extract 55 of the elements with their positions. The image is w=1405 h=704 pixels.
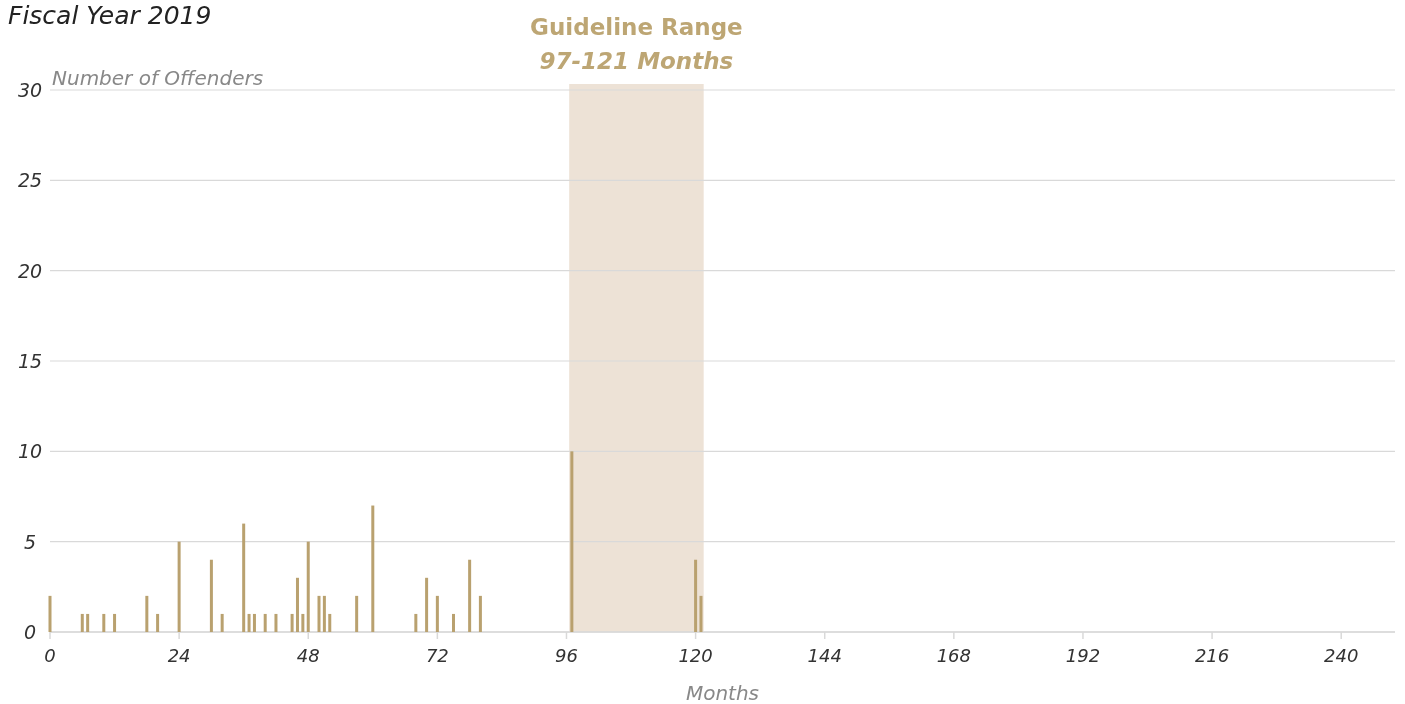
x-tick-label: 0	[44, 645, 56, 666]
bar	[242, 523, 246, 632]
x-tick-label: 96	[555, 645, 578, 666]
x-tick-label: 120	[678, 645, 713, 666]
bar	[570, 451, 574, 632]
x-tick-label: 216	[1194, 645, 1230, 666]
bar	[322, 595, 326, 632]
bar	[247, 613, 251, 632]
x-tick-label: 240	[1324, 645, 1359, 666]
bar	[145, 595, 149, 632]
bar	[220, 613, 224, 632]
bar	[177, 541, 181, 632]
x-tick-label: 144	[807, 645, 842, 666]
bar	[468, 559, 472, 632]
chart-title: Fiscal Year 2019	[8, 1, 212, 30]
bar	[306, 541, 310, 632]
x-tick-label: 72	[425, 645, 449, 666]
bar	[699, 595, 703, 632]
bar	[414, 613, 418, 632]
bar	[252, 613, 256, 632]
bar	[86, 613, 90, 632]
bar	[274, 613, 278, 632]
band-label: Guideline Range 97-121 Months	[530, 14, 743, 74]
x-axis-title: Months	[685, 681, 760, 704]
y-axis-title: Number of Offenders	[52, 66, 264, 90]
y-tick-label: 15	[17, 350, 43, 372]
bar	[425, 577, 429, 632]
x-tick-label: 192	[1065, 645, 1101, 666]
bar	[102, 613, 106, 632]
bar	[209, 559, 213, 632]
x-tick-label: 48	[296, 645, 320, 666]
bar	[295, 577, 299, 632]
x-tick-label: 24	[167, 645, 191, 666]
y-tick-label: 30	[17, 79, 43, 101]
bar	[317, 595, 321, 632]
y-tick-label: 20	[17, 259, 43, 282]
bar	[80, 613, 84, 632]
bar	[694, 559, 698, 632]
bar	[48, 595, 52, 632]
x-tick-label: 168	[936, 645, 972, 666]
bar	[263, 613, 267, 632]
y-tick-label: 10	[17, 440, 43, 463]
bar	[328, 613, 332, 632]
bar	[301, 613, 305, 632]
bar	[156, 613, 160, 632]
bar	[113, 613, 117, 632]
y-tick-label: 5	[23, 530, 37, 553]
bar	[355, 595, 359, 632]
bar	[478, 595, 482, 632]
bar	[435, 595, 439, 632]
bar	[290, 613, 294, 632]
bar	[371, 505, 375, 632]
y-tick-label: 0	[23, 621, 37, 643]
y-tick-label: 25	[17, 169, 43, 192]
bar	[452, 613, 455, 632]
